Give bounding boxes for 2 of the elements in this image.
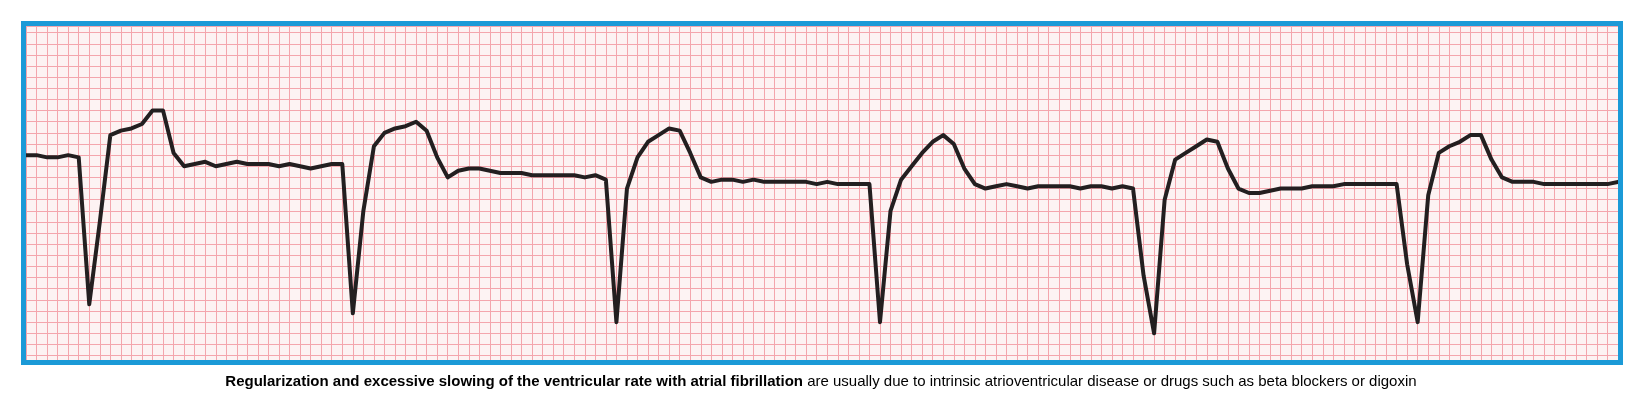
text: are usually due to intrinsic atrioventricular disease or drugs such as beta blockers or digoxin bbox=[806, 372, 1417, 389]
text: Regularization and excessive slowing of the ventricular rate with atrial fibrillation bbox=[225, 372, 803, 389]
